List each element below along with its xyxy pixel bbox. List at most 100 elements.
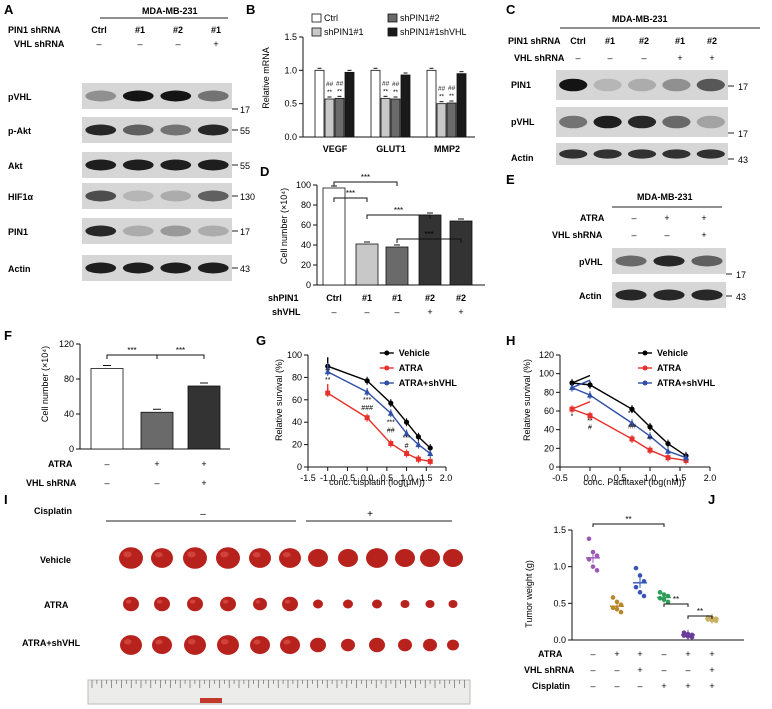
tumor-specimen <box>308 549 328 567</box>
panel-d-row1-value: #1 <box>392 293 402 303</box>
panel-j: J Tumor weight (g) 0.0 0.5 1.0 1.5 ** ** ** AT… <box>524 492 744 691</box>
panel-c: C MDA-MB-231 PIN1 shRNA VHL shRNA Ctrl #1… <box>506 2 760 165</box>
panel-j-sig-bracket <box>592 523 665 527</box>
panel-h-point <box>629 406 635 412</box>
panel-b: B Relative mRNA 0.00.51.01.5##**##**VEGF… <box>246 2 475 154</box>
panel-h-point <box>587 382 593 388</box>
panel-b-category: MMP2 <box>434 144 460 154</box>
panel-d-ytick-label: 0 <box>306 280 311 290</box>
panel-h-ytick-label: 40 <box>544 425 554 435</box>
panel-j-atra-label: ATRA <box>538 649 563 659</box>
panel-j-vhl-value: – <box>685 665 690 675</box>
panel-h-point <box>665 447 671 454</box>
panel-c-mw: 43 <box>738 155 748 165</box>
panel-c-lane-label: #2 <box>639 36 649 46</box>
panel-i-row-atra-shvhl: ATRA+shVHL <box>22 638 81 648</box>
panel-h-legend-marker <box>642 350 648 356</box>
panel-d-sig-bracket <box>333 197 368 202</box>
panel-a-letter: A <box>4 2 14 17</box>
tumor-specimen <box>152 636 172 654</box>
panel-a-blot-band <box>197 262 229 274</box>
panel-g-point <box>427 445 433 451</box>
panel-b-ytick-label: 0.0 <box>284 132 297 142</box>
panel-c-vhl-label: VHL shRNA <box>514 53 565 63</box>
panel-b-legend-label: shPIN1#1 <box>324 27 364 37</box>
panel-c-blot-band <box>696 115 725 129</box>
panel-h-ytick-label: 120 <box>539 350 554 360</box>
panel-c-blot-label: PIN1 <box>511 80 531 90</box>
panel-h-point <box>647 432 653 439</box>
panel-b-star: ** <box>327 89 333 96</box>
panel-b-bar <box>446 102 457 138</box>
panel-g-xtick-label: -1.0 <box>320 473 336 483</box>
panel-e-vhl-value: + <box>701 230 706 240</box>
panel-a-vhl-value: – <box>137 39 142 49</box>
panel-b-legend-swatch <box>311 27 322 37</box>
panel-c-pin1-label: PIN1 shRNA <box>508 36 561 46</box>
panel-f-vhl-value: – <box>104 478 109 488</box>
panel-j-ytick-label: 1.0 <box>553 562 566 572</box>
panel-a-blot-band <box>85 262 117 274</box>
panel-g-ytick-label: 60 <box>292 395 302 405</box>
panel-a-blot-band <box>160 90 192 102</box>
panel-i-letter: I <box>4 492 8 507</box>
panel-g-ytick-label: 100 <box>287 350 302 360</box>
panel-b-ytick-label: 1.5 <box>284 32 297 42</box>
panel-c-blot-band <box>559 78 588 92</box>
panel-f-ylabel: Cell number (×10⁴) <box>40 346 50 422</box>
panel-h-xtick-label: -0.5 <box>552 473 568 483</box>
panel-g-xtick-label: 0.5 <box>381 473 394 483</box>
tumor-specimen <box>217 635 239 655</box>
panel-c-vhl-value: + <box>677 53 682 63</box>
panel-c-mw: 17 <box>738 129 748 139</box>
panel-h-annotation: # <box>588 425 592 432</box>
panel-c-blot-band <box>662 78 691 92</box>
tumor-specimen <box>154 596 170 612</box>
panel-b-hash: ## <box>382 80 390 87</box>
panel-b-category: GLUT1 <box>376 144 406 154</box>
panel-i-plus: + <box>367 509 373 520</box>
panel-h-letter: H <box>506 333 515 348</box>
panel-h-point <box>569 380 575 386</box>
panel-g: G Relative survival (%) conc. cisplatin … <box>256 333 457 487</box>
panel-g-legend-label: Vehicle <box>399 348 430 358</box>
panel-j-vhl-value: – <box>661 665 666 675</box>
panel-h-point <box>629 419 635 426</box>
panel-a-blot-band <box>160 190 192 202</box>
panel-h-point <box>629 436 635 442</box>
panel-a-blot-band <box>160 225 192 237</box>
tumor-specimen <box>372 599 382 609</box>
panel-d: D Cell number (×10⁴) 0 20 40 60 80 100 *** *** *… <box>260 164 485 317</box>
panel-f-bar <box>140 411 174 450</box>
panel-f-ytick-label: 80 <box>64 374 74 384</box>
panel-d-row1-value: #2 <box>425 293 435 303</box>
tumor-specimen <box>341 638 355 652</box>
panel-j-point <box>681 633 687 638</box>
panel-g-ytick-label: 0 <box>297 462 302 472</box>
panel-a-pin1-label: PIN1 shRNA <box>8 25 61 35</box>
panel-a-blot-band <box>197 225 229 237</box>
panel-a-mw: 17 <box>240 227 250 237</box>
panel-j-point <box>594 568 600 573</box>
tumor-specimen <box>151 548 173 568</box>
tumor-specimen <box>395 549 415 567</box>
panel-f-bar <box>90 368 124 450</box>
panel-g-point <box>387 409 394 416</box>
panel-j-sig-stars: ** <box>673 595 679 604</box>
panel-a-blot-label: pVHL <box>8 92 32 102</box>
panel-b-bar <box>334 97 345 138</box>
panel-j-cis-value: – <box>637 681 642 691</box>
panel-d-row2-value: + <box>458 307 463 317</box>
panel-e-vhl-value: – <box>664 230 669 240</box>
tumor-highlight <box>187 638 196 645</box>
panel-a-blot-label: PIN1 <box>8 227 28 237</box>
panel-h-xlabel: conc. Paclitaxel (log(nM)) <box>583 477 685 487</box>
panel-g-point <box>403 419 410 425</box>
panel-d-sig-bracket <box>366 214 431 219</box>
panel-b-bar <box>324 98 335 138</box>
panel-h-xtick-label: 2.0 <box>704 473 717 483</box>
panel-f-letter: F <box>4 328 12 343</box>
panel-e-atra-value: + <box>664 213 669 223</box>
panel-h-point <box>647 447 653 453</box>
panel-j-point <box>633 565 639 571</box>
